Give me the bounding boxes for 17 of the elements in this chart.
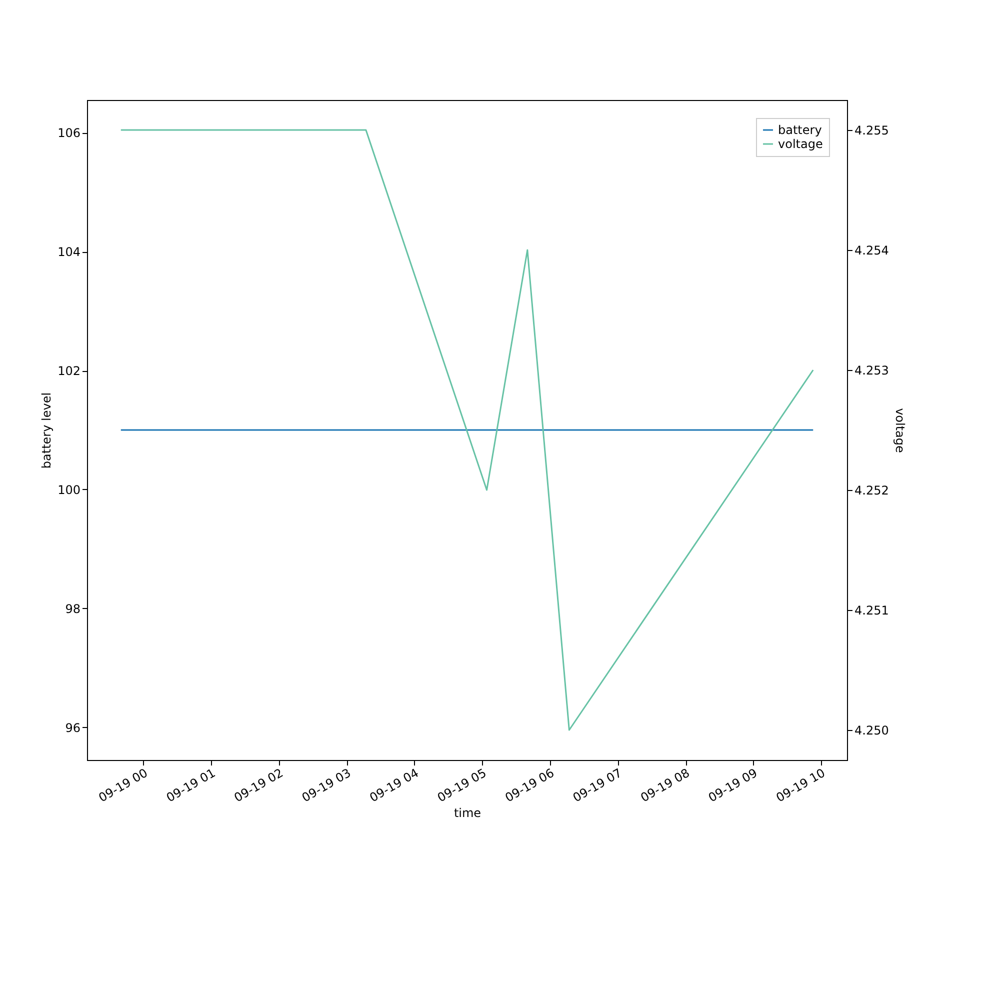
y2-tick-label: 4.252 [854,484,889,498]
y2-tick-label: 4.255 [854,124,889,138]
y2-tick-label: 4.254 [854,244,889,258]
y-tick-label: 106 [58,126,80,140]
y-tick-label: 102 [58,364,80,378]
y-axis-title: battery level [40,392,54,469]
y-tick-label: 100 [58,482,80,497]
legend-label: battery [778,123,822,137]
y2-tick-label: 4.250 [854,724,889,738]
legend-label: voltage [778,137,823,151]
y-tick-label: 104 [58,245,80,260]
y-tick-label: 96 [65,720,80,735]
y2-tick-label: 4.253 [854,364,889,378]
y-tick-label: 98 [65,602,80,616]
x-axis-title: time [454,806,482,820]
y2-tick-label: 4.251 [854,604,889,618]
y2-axis-title: voltage [892,408,907,453]
